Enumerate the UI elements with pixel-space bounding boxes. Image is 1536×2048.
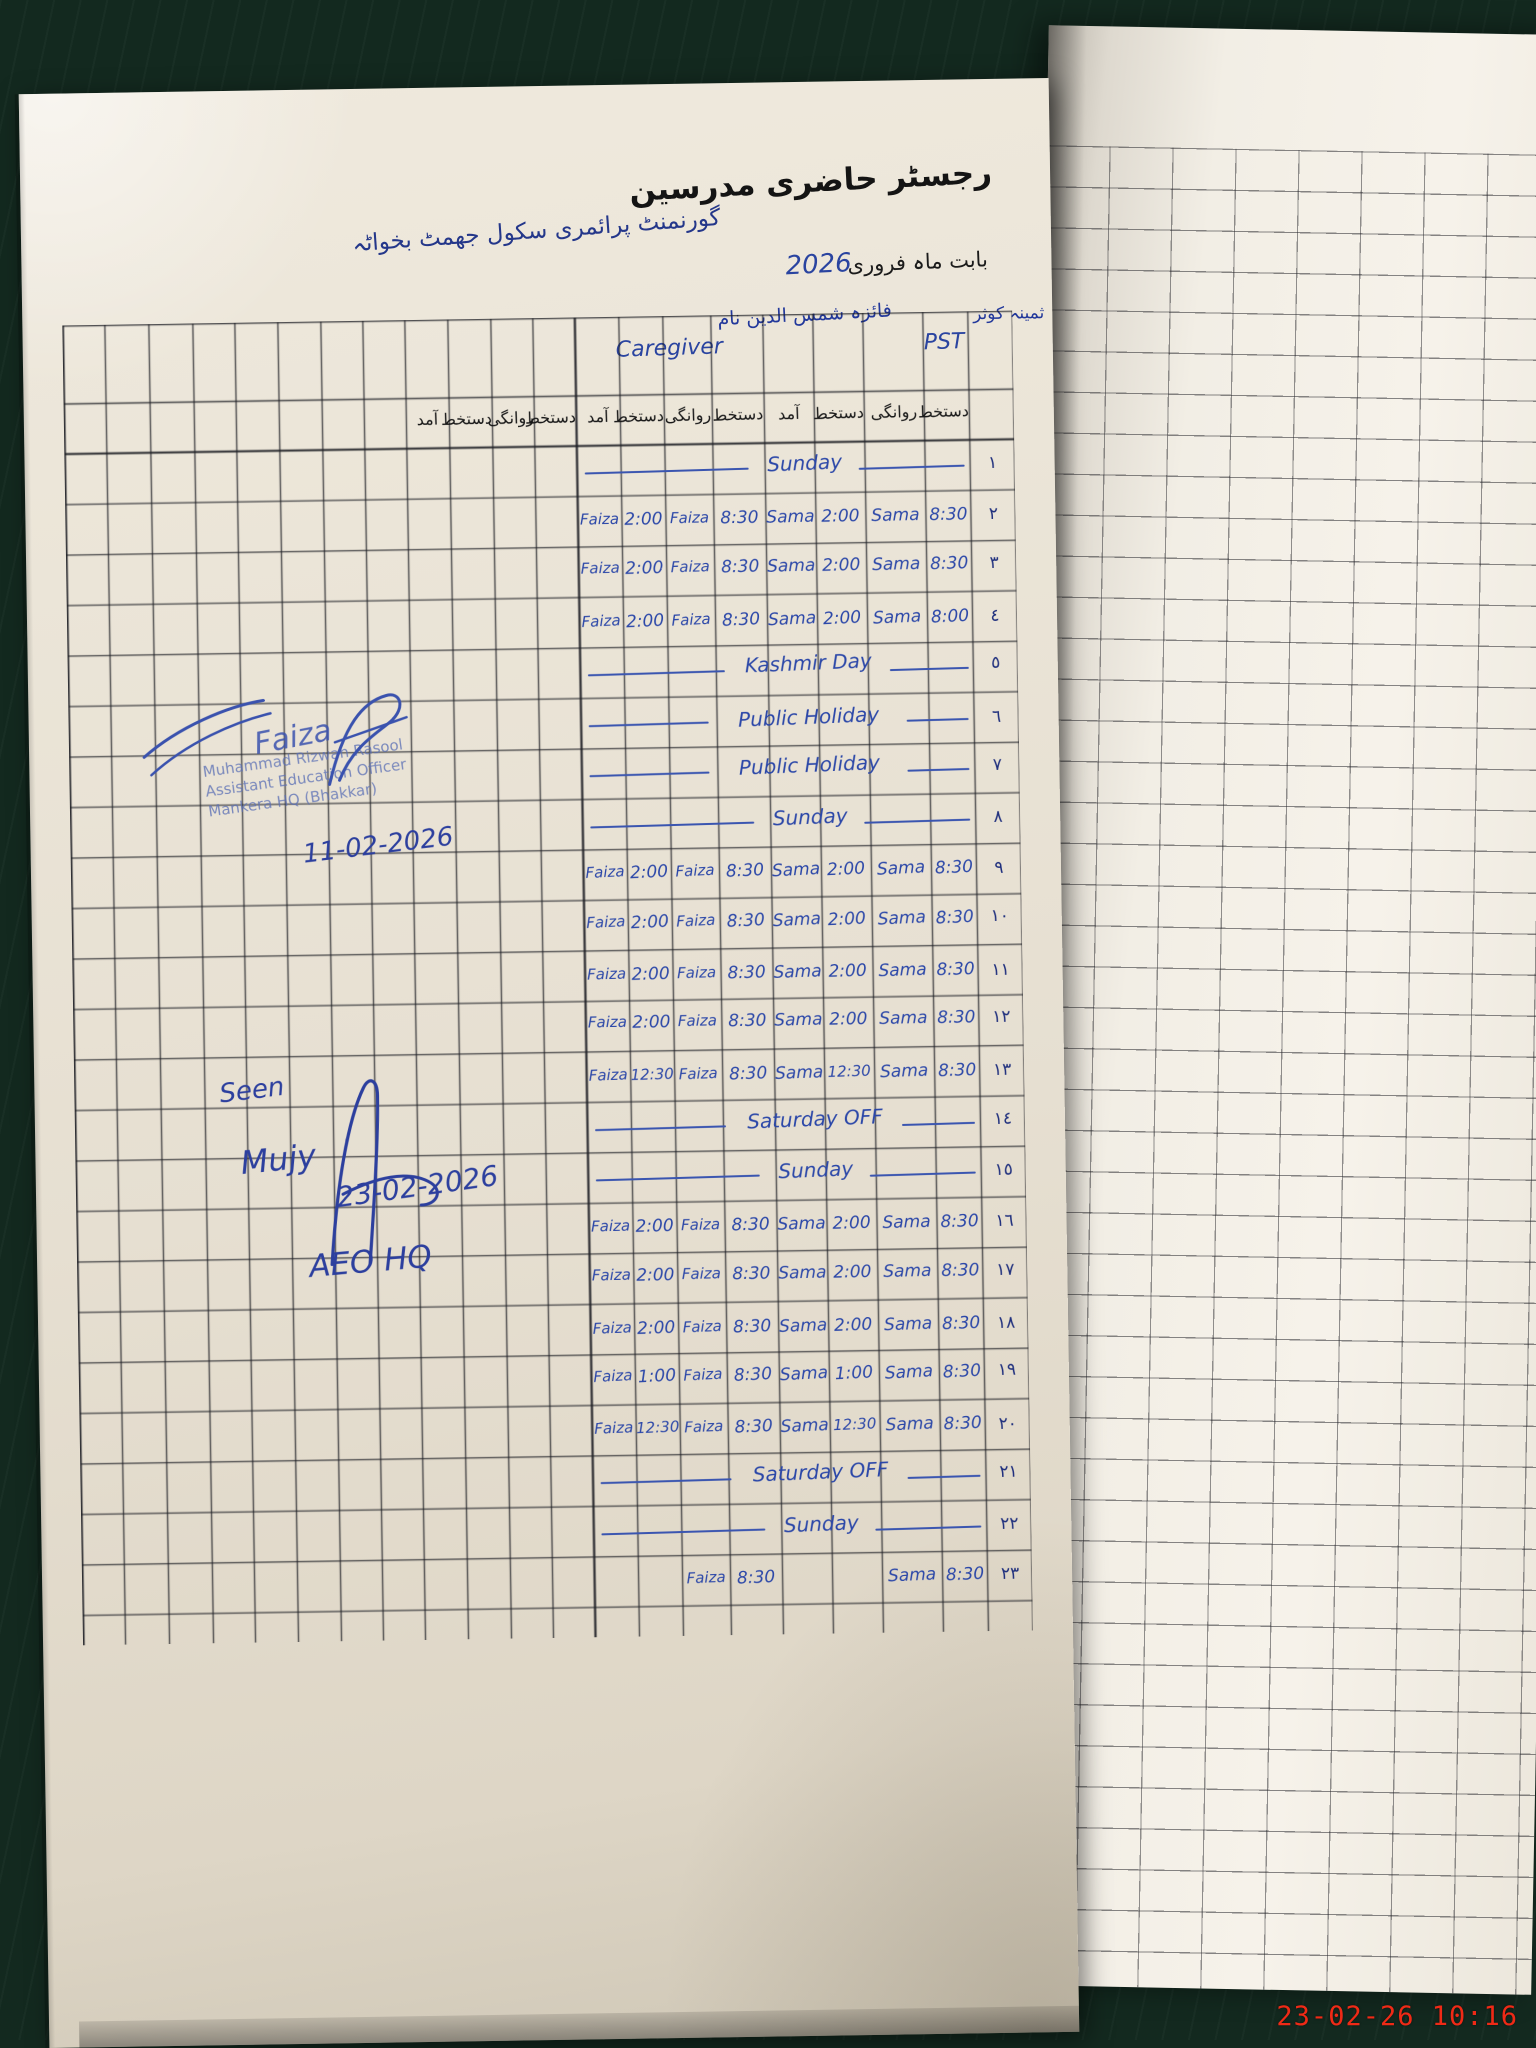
year-value: 2026 [784, 248, 853, 282]
cell-pst-in: 8:30 [935, 959, 975, 981]
camera-timestamp: 23-02-26 10:16 [1276, 2001, 1518, 2032]
column-header: آمد [586, 406, 609, 427]
cell-pst-sig2: Sama [885, 1413, 935, 1436]
row-serial: ١ [987, 452, 998, 474]
cell-cg-sig: Faiza [585, 862, 625, 883]
cell-cg-sig: Faiza [579, 509, 620, 529]
row-serial: ٧ [992, 755, 1003, 776]
cell-pst-sig2: Sama [871, 553, 921, 576]
row-note: Sunday [772, 802, 849, 830]
cell-pst-in: 8:30 [941, 1312, 981, 1334]
cell-pst-sig2: Sama [878, 959, 927, 982]
cell-cg-sig: Faiza [592, 1365, 633, 1386]
cell-pst-in: 8:30 [940, 1260, 980, 1282]
column-header: دستخط [612, 405, 665, 427]
inspection-signature: Mujy [238, 1136, 318, 1183]
cell-pst-sig2: Sama [879, 1008, 928, 1030]
cell-cg-sig: Faiza [586, 964, 627, 984]
cell-cg-sig: Faiza [587, 1013, 628, 1032]
column-header: روانگی [487, 407, 535, 429]
row-serial: ٦ [991, 706, 1002, 727]
row-serial: ٢٢ [999, 1513, 1019, 1534]
cell-cg-sig: Faiza [580, 558, 621, 578]
cell-cg-sig: Faiza [591, 1265, 632, 1285]
cell-pst-in: 8:30 [939, 1210, 979, 1232]
cell-pst-in: 8:30 [937, 1059, 977, 1082]
school-name: گورنمنٹ پرائمری سکول جھمٹ بخواٹہ [351, 204, 722, 258]
page-title: رجسٹر حاضری مدرسین [628, 154, 993, 209]
cell-cg-sig: Faiza [585, 911, 626, 932]
cell-pst-in: 8:30 [929, 553, 969, 575]
column-header: آمد [777, 403, 800, 424]
column-header: روانگی [870, 401, 918, 423]
column-header: آمد [416, 409, 439, 430]
row-serial: ١٥ [994, 1159, 1014, 1181]
cell-pst-sig2: Sama [879, 1060, 929, 1083]
cell-cg-sig: Faiza [581, 610, 621, 631]
column-header: دستخط [917, 400, 970, 422]
cell-pst-in: 8:00 [929, 605, 970, 628]
column-header: روانگی [664, 404, 712, 426]
column-header: دستخط [440, 408, 493, 430]
cell-pst-in: 8:30 [945, 1564, 985, 1586]
cell-pst-sig2: Sama [883, 1313, 933, 1335]
cell-pst-in: 8:30 [942, 1413, 982, 1435]
row-serial: ٢١ [999, 1461, 1018, 1483]
row-note: Sunday [783, 1510, 860, 1538]
cell-pst-in: 8:30 [934, 906, 974, 929]
cell-cg-sig: Faiza [590, 1216, 631, 1236]
row-note: Sunday [766, 449, 843, 477]
column-header: دستخط [812, 402, 865, 424]
cell-pst-in: 8:30 [933, 857, 974, 879]
attendance-register-page: رجسٹر حاضری مدرسین گورنمنٹ پرائمری سکول … [14, 78, 1080, 2048]
cell-pst-sig2: Sama [871, 504, 920, 526]
column-header: دستخط [524, 407, 577, 428]
cell-pst-sig2: Sama [876, 857, 926, 881]
row-serial: ١٤ [993, 1108, 1013, 1129]
row-serial: ٥ [991, 653, 1001, 674]
cell-cg-sig: Faiza [592, 1317, 633, 1338]
cell-pst-sig2: Sama [884, 1361, 934, 1384]
cell-pst-in: 8:30 [941, 1360, 981, 1383]
cell-pst-sig2: Sama [877, 906, 927, 930]
facing-page-right [1011, 25, 1536, 1995]
page-bottom-shadow [78, 2005, 1080, 2048]
month-label: بابت ماہ فروری [846, 247, 988, 277]
cell-pst-sig2: Sama [887, 1564, 937, 1587]
cell-pst-sig2: Sama [872, 605, 922, 629]
cell-pst-sig2: Sama [883, 1261, 932, 1283]
cell-cg-sig: Faiza [588, 1065, 629, 1085]
cell-cg-sig2: Faiza [686, 1568, 726, 1588]
cell-pst-in: 8:30 [936, 1007, 976, 1029]
facing-page-ruling [1011, 145, 1536, 1995]
attendance-grid: دستخط روانگی دستخط آمد دستخط روانگی دستخط آمد دس… [62, 310, 1033, 1646]
cell-pst-sig2: Sama [882, 1211, 931, 1233]
cell-pst-in: 8:30 [928, 504, 968, 526]
row-note: Sunday [777, 1156, 854, 1184]
row-serial: ٨ [993, 806, 1003, 827]
column-header: دستخط [712, 404, 764, 425]
cell-cg-sig: Faiza [593, 1418, 634, 1439]
